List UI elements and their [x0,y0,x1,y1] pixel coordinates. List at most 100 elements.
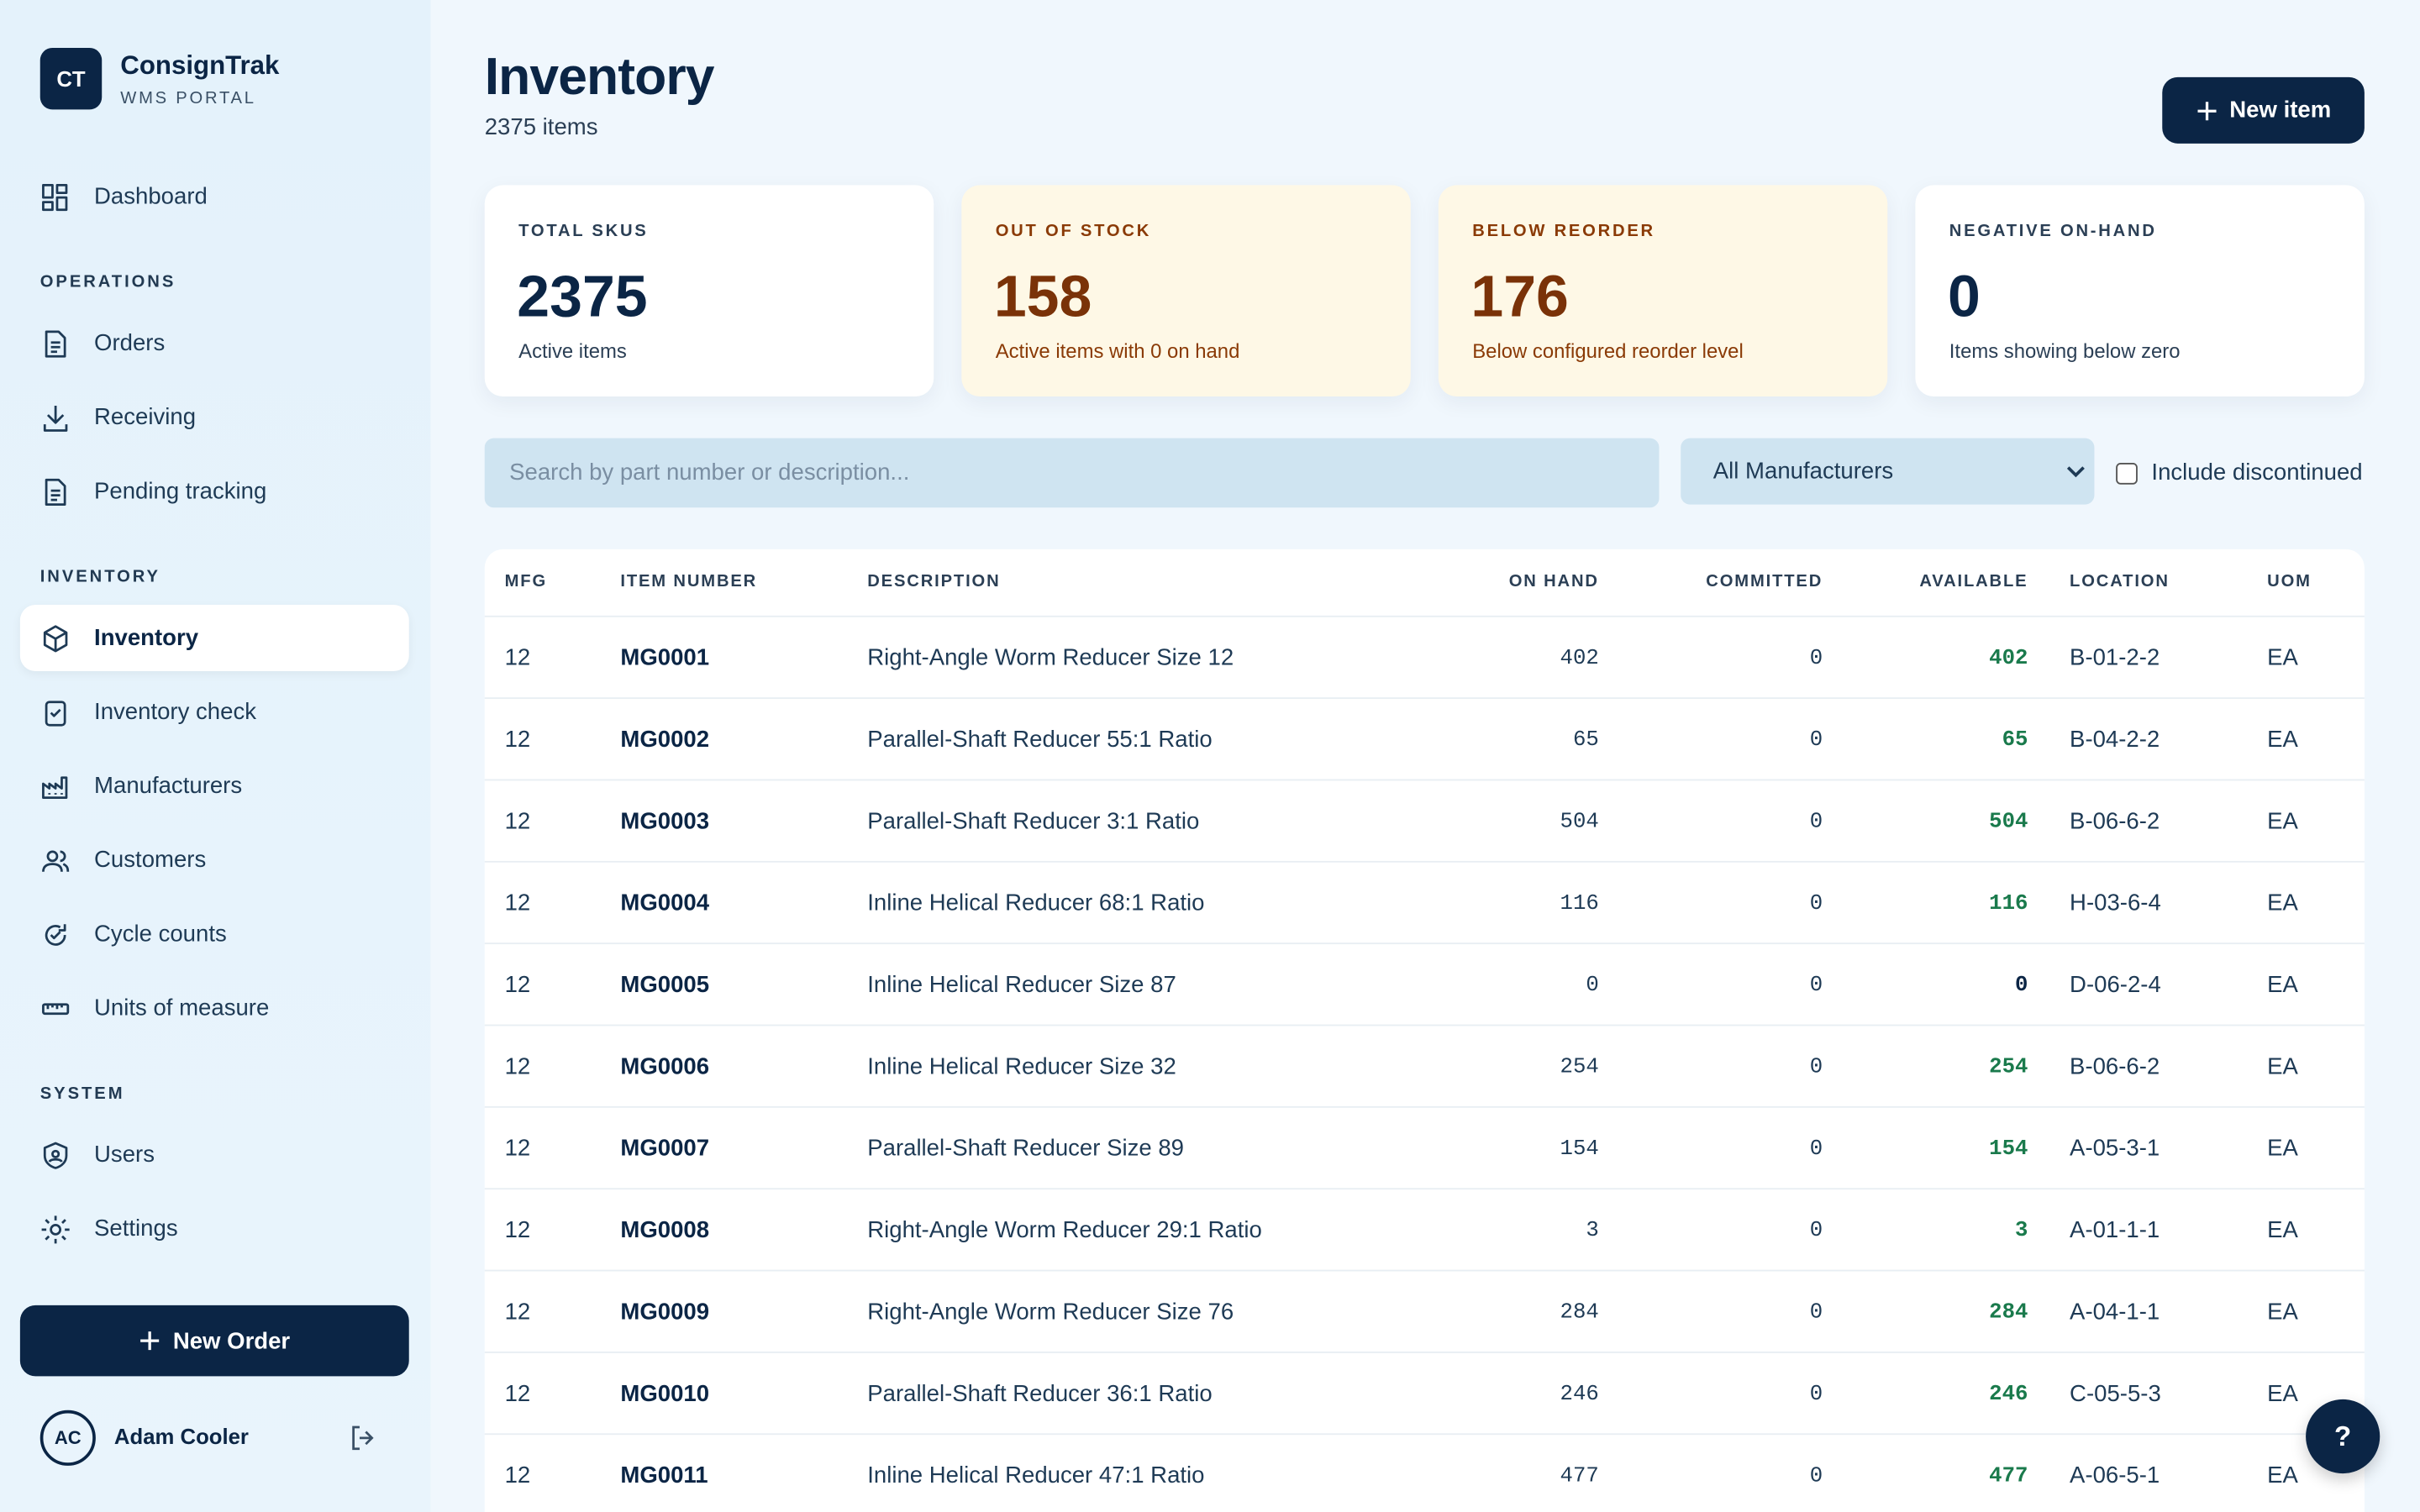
table-row[interactable]: 12 MG0003 Parallel-Shaft Reducer 3:1 Ratio… [484,779,2365,863]
table-cell: 254 [1989,1055,2028,1080]
table-cell: Inline Helical Reducer 47:1 Ratio [867,1462,1205,1489]
nav-item[interactable]: Settings [20,1195,409,1262]
table-cell: 12 [504,727,531,753]
discontinued-label[interactable]: Include discontinued [2151,459,2363,486]
nav-item[interactable]: Cycle counts [20,901,409,968]
nav-label: Cycle counts [94,921,227,948]
logout-icon[interactable] [349,1424,376,1452]
table-row[interactable]: 12 MG0002 Parallel-Shaft Reducer 55:1 Rati… [484,697,2365,780]
table-cell: 12 [504,1217,531,1244]
stat-note: Active items [518,339,627,363]
table-cell: 246 [1989,1382,2028,1408]
table-cell: MG0011 [620,1462,708,1489]
column-header: UOM [2267,572,2312,591]
stat-value: 158 [993,265,1092,331]
table-cell: 65 [2002,727,2028,753]
table-cell: 12 [504,972,531,999]
stat-card[interactable]: TOTAL SKUS 2375 Active items [484,185,934,397]
nav-item[interactable]: Receiving [20,384,409,450]
table-cell: Parallel-Shaft Reducer 55:1 Ratio [867,727,1213,753]
nav-label: Settings [94,1215,178,1242]
logo[interactable]: CT [39,47,103,110]
new-item-button[interactable]: New item [2162,76,2365,144]
nav-icon [42,775,68,799]
section-heading: SYSTEM [39,1084,125,1104]
table-cell: 12 [504,1053,531,1080]
table-cell: 284 [1560,1300,1599,1326]
table-cell: 0 [1809,727,1823,753]
table-cell: EA [2267,1380,2298,1408]
table-row[interactable]: 12 MG0011 Inline Helical Reducer 47:1 Rati… [484,1433,2365,1512]
nav-item[interactable]: Users [20,1121,409,1188]
help-button[interactable]: ? [2306,1399,2381,1474]
table-cell: Parallel-Shaft Reducer 3:1 Ratio [867,808,1200,835]
table-cell: 0 [1809,1055,1823,1080]
table-cell: B-04-2-2 [2070,727,2160,753]
nav-item[interactable]: Pending tracking [20,459,409,525]
stat-label: OUT OF STOCK [995,222,1152,241]
table-cell: MG0001 [620,644,710,671]
table-cell: 116 [1989,891,2028,917]
stat-card[interactable]: BELOW REORDER 176 Below configured reorder… [1438,185,1888,397]
stat-value: 0 [1947,265,1981,331]
nav-icon [45,329,66,357]
table-cell: Right-Angle Worm Reducer Size 76 [867,1299,1234,1326]
nav-label: Units of measure [94,995,270,1021]
table-cell: MG0005 [620,972,710,999]
nav-item[interactable]: Manufacturers [20,753,409,819]
table-row[interactable]: 12 MG0008 Right-Angle Worm Reducer 29:1 Ra… [484,1188,2365,1271]
table-cell: 254 [1560,1055,1599,1080]
table-cell: 12 [504,890,531,917]
table-row[interactable]: 12 MG0005 Inline Helical Reducer Size 87 0 0… [484,942,2365,1026]
table-cell: Parallel-Shaft Reducer Size 89 [867,1135,1184,1163]
table-cell: B-06-6-2 [2070,808,2160,835]
search-input[interactable]: Search by part number or description... [484,438,1660,508]
stat-card[interactable]: OUT OF STOCK 158 Active items with 0 on ha… [961,185,1411,397]
table-row[interactable]: 12 MG0004 Inline Helical Reducer 68:1 Rati… [484,860,2365,944]
table-cell: 0 [1809,1137,1823,1163]
table-cell: 0 [2015,973,2028,999]
avatar[interactable]: AC [39,1410,96,1466]
table-cell: EA [2267,727,2298,753]
table-cell: 477 [1560,1464,1599,1489]
nav-label: Dashboard [94,183,208,210]
table-cell: 3 [1586,1219,1599,1244]
table-cell: 0 [1809,1464,1823,1489]
table-cell: 12 [504,1462,531,1489]
nav-label: Manufacturers [94,773,243,800]
table-cell: MG0006 [620,1053,710,1080]
nav-item[interactable]: Orders [20,310,409,376]
new-order-button[interactable]: New Order [19,1305,409,1377]
manufacturer-select[interactable]: All Manufacturers [1681,438,2095,505]
section-heading: OPERATIONS [39,273,176,292]
brand-subtitle: WMS PORTAL [120,89,256,108]
table-row[interactable]: 12 MG0006 Inline Helical Reducer Size 32 25… [484,1024,2365,1108]
nav-item[interactable]: Units of measure [20,975,409,1042]
nav-item[interactable]: Inventory [19,605,409,671]
nav-icon [42,183,68,211]
table-cell: 154 [1989,1137,2028,1163]
stat-card[interactable]: NEGATIVE ON-HAND 0 Items showing below zer… [1915,185,2365,397]
table-row[interactable]: 12 MG0009 Right-Angle Worm Reducer Size 76… [484,1269,2365,1353]
nav-item[interactable]: Customers [20,827,409,893]
section-heading: INVENTORY [39,567,160,586]
table-row[interactable]: 12 MG0010 Parallel-Shaft Reducer 36:1 Rati… [484,1351,2365,1435]
nav-item[interactable]: Inventory check [20,679,409,745]
nav-label: Users [94,1142,155,1168]
table-cell: MG0009 [620,1299,710,1326]
table-cell: 12 [504,1299,531,1326]
discontinued-checkbox[interactable] [2116,463,2138,485]
table-cell: 3 [2015,1219,2028,1244]
table-cell: Right-Angle Worm Reducer Size 12 [867,644,1234,671]
nav-icon [42,1002,70,1015]
manufacturer-value: All Manufacturers [1712,458,1894,485]
table-row[interactable]: 12 MG0007 Parallel-Shaft Reducer Size 89 15… [484,1105,2365,1189]
table-cell: A-04-1-1 [2070,1299,2160,1326]
nav-icon [45,923,66,945]
table-row[interactable]: 12 MG0001 Right-Angle Worm Reducer Size 12… [484,615,2365,699]
table-cell: A-06-5-1 [2070,1462,2160,1489]
nav-item[interactable]: Dashboard [20,164,409,230]
stat-label: BELOW REORDER [1472,222,1655,241]
nav-label: Pending tracking [94,478,267,505]
